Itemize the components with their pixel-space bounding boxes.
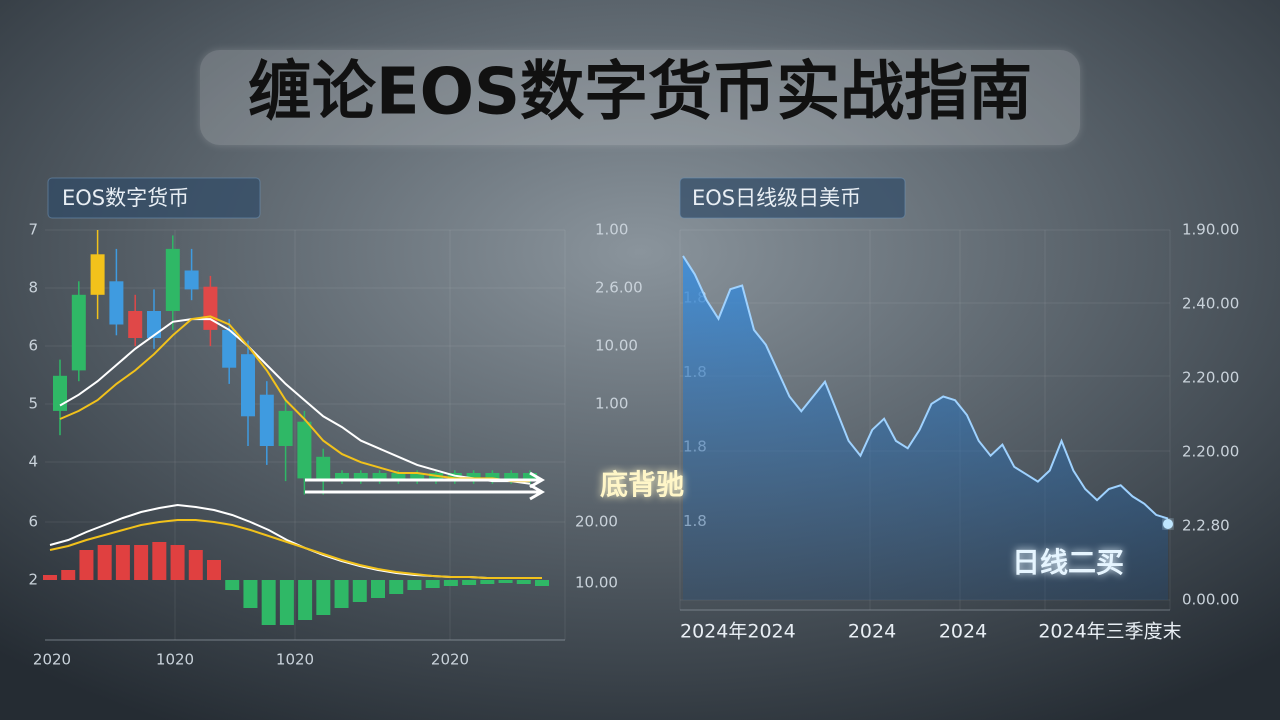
candle-body bbox=[410, 473, 425, 482]
candle-body bbox=[109, 281, 124, 325]
candle-body bbox=[335, 473, 349, 482]
macd-bar bbox=[316, 580, 331, 615]
x-tick-label: 2024年三季度末 bbox=[1038, 621, 1181, 643]
tick-label: 1.00 bbox=[595, 221, 628, 239]
x-tick-label: 2024 bbox=[939, 621, 987, 643]
candle-body bbox=[53, 375, 67, 411]
candle-body bbox=[466, 473, 481, 482]
macd-bar bbox=[407, 580, 422, 590]
tick-label: 2.20.00 bbox=[1182, 369, 1239, 387]
panel-label-box bbox=[47, 177, 261, 219]
tick-label: 4 bbox=[28, 453, 38, 471]
annotation: 底背驰 bbox=[600, 468, 684, 501]
candle-body bbox=[523, 473, 537, 482]
panel-label: EOS日线级日美币 bbox=[692, 186, 861, 210]
candle-body bbox=[278, 410, 293, 446]
candle-body bbox=[447, 473, 462, 482]
macd-bar bbox=[188, 550, 203, 580]
macd-bar bbox=[535, 580, 549, 586]
candle-body bbox=[203, 286, 218, 330]
macd-bar bbox=[79, 550, 94, 580]
macd-bar bbox=[462, 580, 477, 585]
tick-label: 1020 bbox=[276, 651, 314, 669]
macd-bar bbox=[498, 580, 513, 583]
tick-label: 2020 bbox=[431, 651, 469, 669]
macd-bar bbox=[43, 575, 57, 580]
support-dot bbox=[1163, 519, 1173, 529]
tick-label: 10.00 bbox=[595, 337, 638, 355]
macd-bar bbox=[389, 580, 404, 594]
macd-bar bbox=[115, 545, 130, 580]
candle-body bbox=[372, 473, 387, 482]
tick-label: 8 bbox=[28, 279, 38, 297]
tick-label: 0.00.00 bbox=[1182, 591, 1239, 609]
area bbox=[683, 255, 1168, 600]
tick-label: 1.90.00 bbox=[1182, 221, 1239, 239]
x-tick-label: 2024 bbox=[848, 621, 896, 643]
arrows bbox=[305, 471, 545, 501]
candle-body bbox=[297, 421, 312, 479]
macd-bar bbox=[279, 580, 294, 625]
candle-body bbox=[241, 354, 255, 417]
line bbox=[49, 519, 542, 579]
tick-label: 5 bbox=[28, 395, 38, 413]
macd-bar bbox=[134, 545, 149, 580]
panel-label-box bbox=[679, 177, 906, 219]
macd-bar bbox=[425, 580, 440, 588]
tick-label: 6 bbox=[28, 337, 38, 355]
macd-bar bbox=[352, 580, 367, 602]
macd-bar bbox=[97, 545, 112, 580]
macd-bar bbox=[207, 560, 221, 580]
candle-body bbox=[504, 473, 519, 482]
candle-body bbox=[353, 473, 368, 482]
area-line bbox=[682, 255, 1169, 520]
x-tick-label: 2024年2024 bbox=[680, 621, 796, 643]
annotation: 日线二买 bbox=[1012, 546, 1124, 579]
macd-bar bbox=[371, 580, 385, 598]
macd-bar bbox=[61, 570, 76, 580]
candle-body bbox=[184, 270, 199, 290]
tick-label: 2 bbox=[28, 571, 38, 589]
title-glow bbox=[200, 50, 1080, 145]
tick-label: 2.6.00 bbox=[595, 279, 643, 297]
tick-label: 2.20.00 bbox=[1182, 443, 1239, 461]
tick-label: 2020 bbox=[33, 651, 71, 669]
line bbox=[59, 315, 530, 483]
tick-label: 1.00 bbox=[595, 395, 628, 413]
candle-body bbox=[222, 329, 237, 368]
macd-bar bbox=[443, 580, 458, 586]
macd-bar bbox=[243, 580, 258, 608]
macd-bar bbox=[225, 580, 240, 590]
macd-bar bbox=[516, 580, 531, 584]
candle-body bbox=[316, 456, 331, 482]
line bbox=[59, 318, 531, 485]
tick-label: 2.2.80 bbox=[1182, 517, 1230, 535]
tick-label: 6 bbox=[28, 513, 38, 531]
macd-bar bbox=[298, 580, 313, 620]
panel-label: EOS数字货币 bbox=[62, 186, 189, 210]
tick-label: 2.40.00 bbox=[1182, 295, 1239, 313]
macd-bar bbox=[170, 545, 185, 580]
candle-body bbox=[128, 311, 143, 338]
macd-bar bbox=[261, 580, 276, 625]
title: 缠论EOS数字货币实战指南 bbox=[248, 56, 1032, 130]
candle-body bbox=[71, 294, 86, 371]
candle-body bbox=[391, 473, 406, 482]
tick-label: 7 bbox=[28, 221, 38, 239]
tick-label: 20.00 bbox=[575, 513, 618, 531]
candle-body bbox=[90, 254, 105, 295]
macd-bar bbox=[334, 580, 349, 608]
tick-label: 1020 bbox=[156, 651, 194, 669]
macd-bar bbox=[152, 542, 167, 580]
candle-body bbox=[485, 473, 500, 482]
candle-body bbox=[259, 394, 274, 446]
candle-body bbox=[165, 248, 180, 311]
macd-bar bbox=[480, 580, 495, 584]
candle-body bbox=[429, 473, 443, 482]
tick-label: 10.00 bbox=[575, 574, 618, 592]
candle-body bbox=[147, 311, 161, 338]
